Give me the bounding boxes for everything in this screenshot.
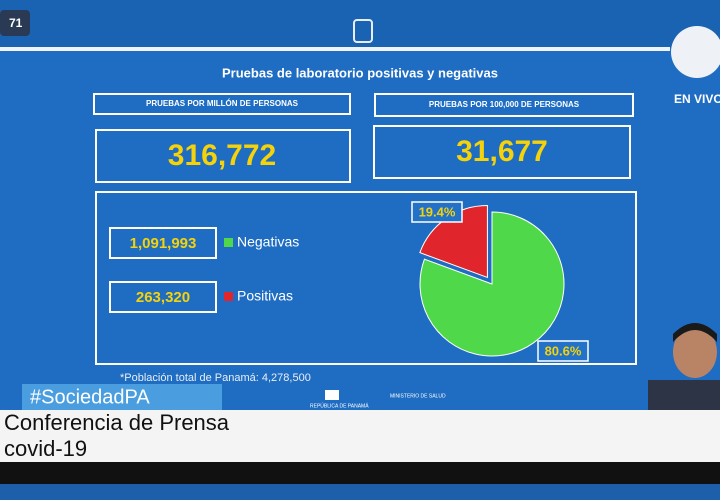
stat-value: 316,772: [168, 139, 276, 172]
top-bar: [0, 0, 720, 48]
value-label-box: [411, 201, 463, 223]
logo-text: MINISTERIO DE SALUD: [390, 393, 446, 399]
flag: [325, 390, 339, 400]
legend-label: Positivas: [237, 288, 293, 304]
stat-box: [373, 125, 631, 179]
pie-slice: [419, 211, 565, 357]
logo-text: REPÚBLICA DE PANAMÁ: [310, 402, 369, 409]
person-body: [648, 380, 720, 410]
badge-box: [0, 10, 30, 36]
hashtag-box: [22, 384, 222, 410]
logo: [671, 26, 720, 78]
count-box: [109, 227, 217, 259]
footnote: *Población total de Panamá: 4,278,500: [120, 372, 311, 384]
icon: [353, 19, 373, 43]
value-label-box: [537, 340, 589, 362]
subline: covid-19: [4, 436, 87, 461]
headline: Conferencia de Prensa: [4, 410, 230, 435]
stat-label: PRUEBAS POR 100,000 DE PERSONAS: [429, 100, 580, 109]
pie-chart: 80.6% 1,091,993 Negativas 19.4% 263,320 Posit…: [109, 201, 589, 362]
stat-label-box: [374, 93, 634, 117]
count-label: 263,320: [136, 289, 190, 306]
stat-label: PRUEBAS POR MILLÓN DE PERSONAS: [146, 99, 299, 108]
stat-box: [95, 129, 351, 183]
stat-label-box: [93, 93, 351, 115]
legend-swatch: [224, 292, 233, 301]
live-label: EN VIVO: [674, 92, 720, 106]
stat-value: 31,677: [456, 135, 548, 168]
lower-third: [0, 410, 720, 462]
count-label: 1,091,993: [130, 235, 197, 252]
legend-label: Negativas: [237, 234, 299, 250]
chart-title: Pruebas de laboratorio positivas y negat…: [222, 65, 498, 80]
value-label: 80.6%: [545, 343, 582, 358]
value-label: 19.4%: [419, 204, 456, 219]
bottom-bar: [0, 484, 720, 500]
ticker: [0, 462, 720, 484]
legend-swatch: [224, 238, 233, 247]
count-box: [109, 281, 217, 313]
person-hair: [673, 323, 717, 342]
hashtag: #SociedadPA: [30, 386, 150, 408]
person-head: [673, 326, 717, 378]
chart-box: [95, 191, 637, 365]
badge: 71: [9, 16, 23, 30]
